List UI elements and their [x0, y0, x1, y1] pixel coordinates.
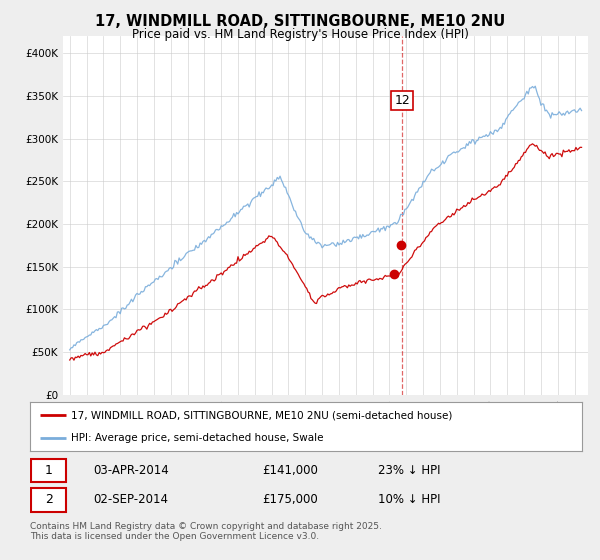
Text: 17, WINDMILL ROAD, SITTINGBOURNE, ME10 2NU (semi-detached house): 17, WINDMILL ROAD, SITTINGBOURNE, ME10 2…: [71, 410, 453, 421]
Text: 03-APR-2014: 03-APR-2014: [94, 464, 169, 477]
Text: HPI: Average price, semi-detached house, Swale: HPI: Average price, semi-detached house,…: [71, 433, 324, 444]
Text: 2: 2: [45, 493, 53, 506]
Text: £175,000: £175,000: [262, 493, 317, 506]
Text: 10% ↓ HPI: 10% ↓ HPI: [378, 493, 440, 506]
Text: £141,000: £141,000: [262, 464, 318, 477]
Text: 1: 1: [45, 464, 53, 477]
Text: 23% ↓ HPI: 23% ↓ HPI: [378, 464, 440, 477]
Bar: [31, 488, 67, 512]
Text: 17, WINDMILL ROAD, SITTINGBOURNE, ME10 2NU: 17, WINDMILL ROAD, SITTINGBOURNE, ME10 2…: [95, 14, 505, 29]
Text: Contains HM Land Registry data © Crown copyright and database right 2025.
This d: Contains HM Land Registry data © Crown c…: [30, 522, 382, 542]
Text: Price paid vs. HM Land Registry's House Price Index (HPI): Price paid vs. HM Land Registry's House …: [131, 28, 469, 41]
Text: 02-SEP-2014: 02-SEP-2014: [94, 493, 169, 506]
Text: 12: 12: [394, 94, 410, 107]
Bar: [31, 459, 67, 482]
